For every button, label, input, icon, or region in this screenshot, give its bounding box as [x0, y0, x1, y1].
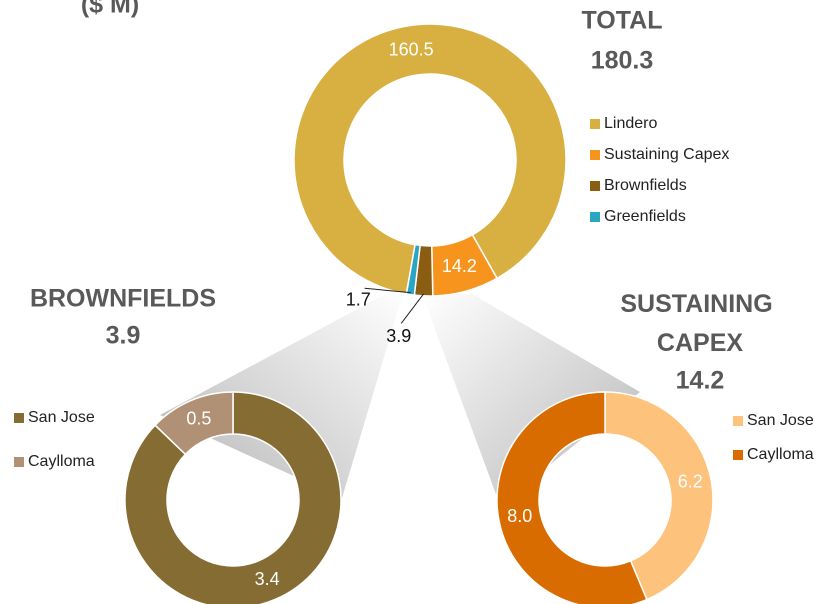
chart-title: SUSTAINING CAPEX [620, 290, 779, 357]
donut-slice [293, 23, 567, 295]
legend-swatch [14, 457, 24, 467]
data-label: 3.4 [255, 569, 280, 589]
data-label: 0.5 [186, 409, 211, 429]
title-line: CAPEX [657, 329, 743, 357]
legend-swatch [733, 450, 743, 460]
data-label: 6.2 [678, 472, 703, 492]
legend-label: San Jose [747, 412, 814, 429]
leader-line [400, 293, 425, 324]
legend-swatch [733, 416, 743, 426]
legend-swatch [590, 119, 600, 129]
data-label: 1.7 [346, 290, 371, 310]
connector [422, 294, 640, 505]
chart-title: BROWNFIELDS [30, 285, 216, 313]
legend-swatch [14, 413, 24, 423]
legend-label: Greenfields [604, 208, 686, 225]
donut-slice [154, 391, 234, 456]
data-label: 14.2 [442, 256, 477, 276]
legend-swatch [590, 181, 600, 191]
legend-label: Caylloma [28, 453, 95, 470]
legend-label: Brownfields [604, 177, 687, 194]
legend-label: Caylloma [747, 446, 814, 463]
legend-label: San Jose [28, 409, 95, 426]
legend-swatch [590, 150, 600, 160]
data-label: 3.9 [386, 326, 411, 346]
title-line: SUSTAINING [620, 290, 779, 318]
donut-slice [124, 391, 342, 604]
chart-title: TOTAL [581, 7, 662, 35]
charts: 160.5 14.2 3.9 1.7 TOTAL 180.3 Lindero Sustaini… [14, 7, 814, 604]
legend-label: Sustaining Capex [604, 146, 729, 163]
data-label: 160.5 [389, 39, 434, 59]
donut-slice [405, 243, 421, 296]
data-label: 8.0 [507, 506, 532, 526]
leader-line [364, 287, 411, 294]
legend-label: Lindero [604, 115, 657, 132]
chart-total: 14.2 [676, 367, 725, 395]
unit-label: ($ M) [81, 0, 139, 19]
chart-total: 180.3 [591, 47, 654, 75]
donut-slice [604, 391, 714, 601]
connector [160, 290, 404, 498]
donut-slice [496, 391, 648, 604]
chart-total: 3.9 [106, 322, 141, 350]
legend-swatch [590, 212, 600, 222]
